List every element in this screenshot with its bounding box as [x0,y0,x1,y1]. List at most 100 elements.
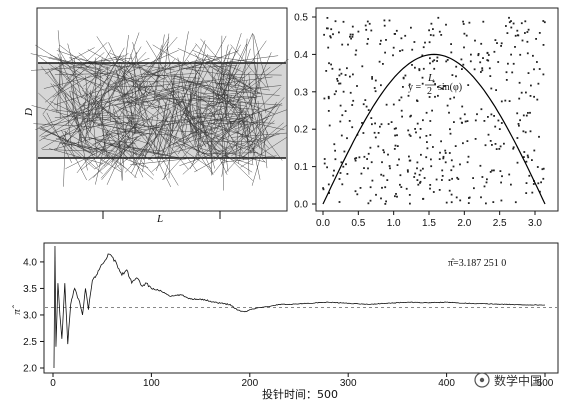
scatter-point [441,175,444,177]
scatter-point [409,115,412,118]
scatter-point [525,91,527,94]
scatter-point [366,158,368,160]
scatter-point [380,197,382,200]
scatter-point [476,113,478,116]
scatter-point [322,188,325,191]
scatter-point [489,140,492,142]
scatter-point [467,84,470,86]
scatter-point [441,179,443,181]
scatter-point [424,41,426,44]
needle-lines [30,30,289,191]
scatter-point [423,177,426,179]
scatter-point [346,173,349,175]
scatter-point [340,161,343,164]
scatter-point [523,151,526,153]
scatter-point [500,122,503,124]
scatter-point [346,67,348,70]
scatter-point [512,22,515,25]
scatter-point [485,181,488,184]
scatter-point [348,120,351,122]
scatter-point [466,120,469,122]
scatter-point [363,167,365,169]
scatter-point [401,49,404,52]
scatter-point [441,169,444,172]
scatter-point [339,120,342,123]
scatter-point [429,62,431,65]
needle-panel: L D [23,7,289,225]
scatter-point [422,167,424,170]
scatter-point [355,49,358,52]
scatter-x-tick-label: 2.5 [493,218,507,229]
scatter-point [414,128,416,130]
scatter-point [517,123,520,125]
scatter-point [374,122,376,125]
scatter-point [359,187,362,189]
scatter-point [402,86,404,88]
scatter-point [431,109,433,112]
scatter-point [400,96,403,99]
scatter-point [394,195,396,198]
scatter-point [526,40,529,43]
scatter-point [419,182,421,184]
scatter-point [431,60,434,63]
scatter-point [537,82,540,85]
scatter-x-axis: 0.0 0.5 1.0 1.5 2.0 2.5 3.0 [316,211,542,229]
scatter-point [358,156,361,159]
scatter-point [327,110,330,112]
scatter-point [437,94,439,97]
scatter-point [536,98,539,101]
scatter-point [370,117,373,119]
scatter-point [450,43,452,45]
estimate-x-label: 投针时间：500 [262,387,338,401]
scatter-point [365,28,368,31]
scatter-point [334,20,337,23]
scatter-point [473,187,475,190]
sine-curve [322,53,546,205]
scatter-point [327,97,330,100]
scatter-point [352,99,355,102]
scatter-point [394,144,397,147]
scatter-point [387,153,389,156]
estimate-y-tick-label: 4.0 [23,257,37,268]
scatter-point [428,96,431,98]
scatter-point [445,23,447,26]
scatter-point [518,81,521,84]
scatter-point [487,59,490,62]
scatter-point [525,160,528,163]
estimate-panel: 2.0 2.5 3.0 3.5 4.0 0 100 200 300 400 500 π̂=3.18… [11,242,559,401]
scatter-point [332,33,334,36]
scatter-point [530,84,532,87]
scatter-point [433,67,436,70]
scatter-point [380,84,382,87]
curve-annotation: y = L 2 sin(φ) [408,72,462,97]
scatter-point [527,72,530,74]
scatter-point [520,22,523,25]
scatter-point [436,60,438,62]
scatter-point [516,29,519,32]
scatter-point [450,169,453,172]
scatter-point [426,147,429,150]
scatter-point [352,73,354,76]
scatter-point [338,31,340,34]
scatter-point [383,151,385,154]
estimate-y-tick-label: 3.5 [23,284,37,295]
scatter-point [508,100,511,102]
scatter-point [369,186,372,189]
scatter-point [496,42,498,44]
scatter-point [425,135,428,137]
scatter-point [493,50,496,53]
scatter-point [373,131,376,134]
scatter-point [516,137,519,139]
scatter-point [349,75,351,78]
scatter-point [385,200,387,203]
scatter-point [400,186,403,188]
estimate-x-axis: 0 100 200 300 400 500 [50,373,554,389]
scatter-point [332,174,335,177]
scatter-point [526,52,529,55]
scatter-point [525,114,528,117]
scatter-point [416,179,419,181]
scatter-point [364,24,367,27]
scatter-point [367,202,370,205]
scatter-point [342,20,345,23]
scatter-point [532,183,535,185]
